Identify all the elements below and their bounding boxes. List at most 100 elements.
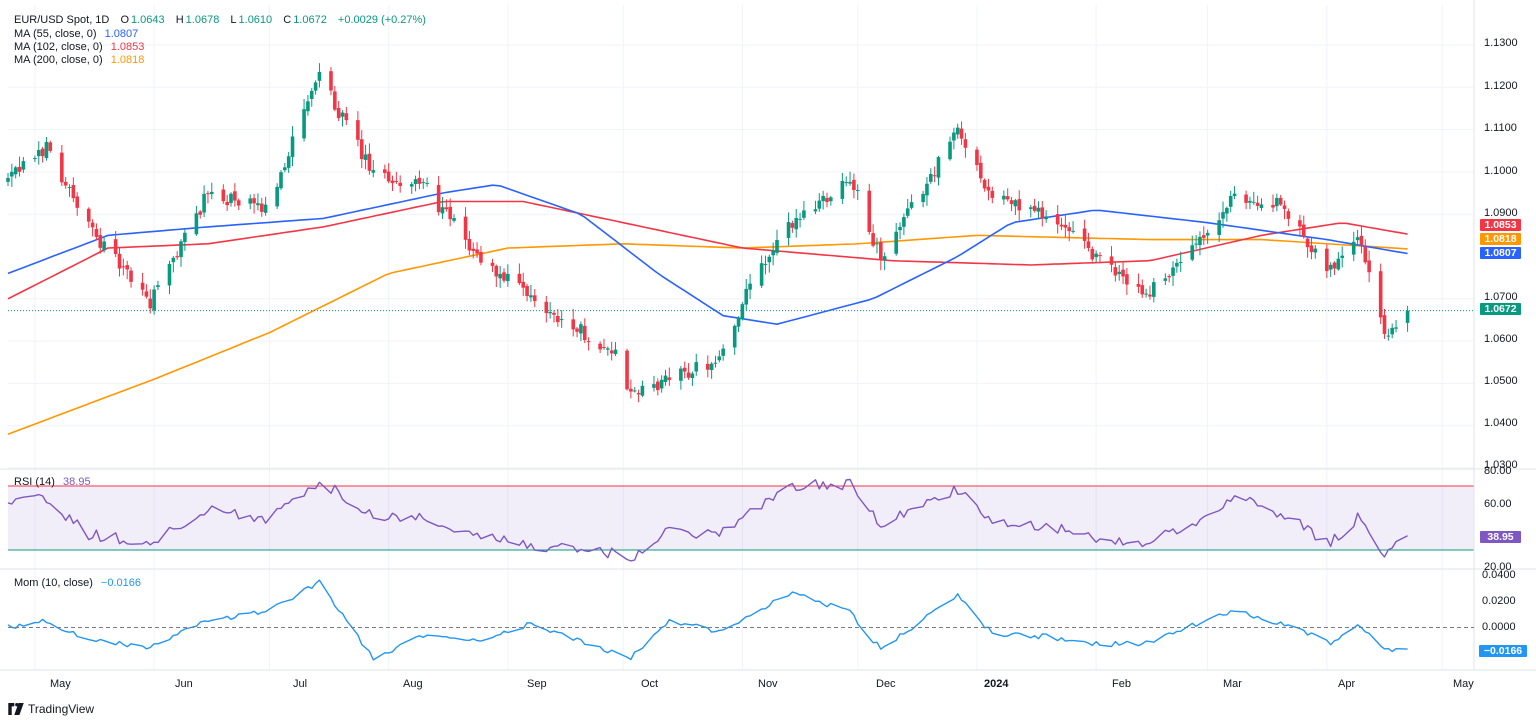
rsi-tick: 20.00 [1484, 561, 1512, 573]
candle-up [1036, 207, 1041, 212]
candle-up [1328, 264, 1333, 270]
candle-up [1175, 262, 1179, 267]
candle-down [1382, 315, 1387, 334]
mom-legend-label: Mom (10, close) [14, 577, 93, 589]
ma200-legend-value: 1.0818 [110, 54, 145, 66]
price-tick: 1.0600 [1484, 333, 1518, 345]
candle-up [844, 182, 849, 184]
candle-up [794, 218, 799, 230]
candle-down [852, 179, 856, 191]
candle-down [1082, 228, 1087, 241]
candle-up [209, 191, 214, 195]
candle-up [813, 209, 818, 212]
ma102-legend[interactable]: MA (102, close, 0) 1.0853 [14, 41, 146, 54]
candle-down [959, 128, 964, 139]
candle-up [767, 256, 772, 263]
mom-legend-value: −0.0166 [100, 577, 141, 589]
candle-up [229, 193, 233, 203]
candle-up [1013, 200, 1018, 207]
indicator-lines [7, 478, 1408, 661]
candle-up [606, 348, 610, 350]
candle-down [602, 346, 606, 348]
candle-down [544, 301, 549, 314]
candle-up [156, 285, 160, 287]
time-tick: May [1453, 678, 1474, 690]
ma55-legend-label: MA (55, close, 0) [14, 28, 97, 40]
candle-down [336, 108, 341, 119]
candle-down [63, 181, 68, 186]
candle-up [6, 177, 10, 182]
candle-down [98, 235, 103, 248]
candle-down [552, 312, 556, 315]
high-value: 1.0678 [185, 14, 220, 26]
candle-down [682, 367, 687, 372]
candle-up [1405, 310, 1410, 323]
candle-up [875, 243, 879, 245]
candle-down [394, 180, 399, 182]
candle-down [1067, 227, 1072, 232]
candle-up [740, 304, 745, 320]
candle-down [502, 272, 506, 281]
candle-down [1301, 224, 1306, 237]
candle-down [1305, 238, 1310, 248]
ma200-legend[interactable]: MA (200, close, 0) 1.0818 [14, 54, 146, 67]
candle-up [1144, 293, 1148, 295]
time-tick: Oct [641, 678, 659, 690]
candle-down [963, 139, 968, 148]
candle-down [656, 381, 660, 391]
candle-up [882, 256, 887, 260]
candle-down [17, 166, 22, 172]
candle-down [390, 180, 395, 184]
candle-up [1351, 241, 1356, 255]
candle-up [1225, 207, 1229, 214]
candle-down [1271, 204, 1275, 208]
candle-down [140, 282, 145, 290]
candle-up [1386, 335, 1391, 337]
candle-up [506, 273, 510, 282]
candle-down [1332, 262, 1337, 269]
time-tick: Feb [1112, 678, 1131, 690]
tradingview-brand[interactable]: TradingView [8, 702, 94, 716]
rsi-legend[interactable]: RSI (14) 38.95 [14, 476, 93, 489]
candle-up [256, 203, 260, 206]
symbol-label[interactable]: EUR/USD Spot, 1D [14, 14, 110, 26]
candle-up [317, 72, 322, 81]
candle-up [1336, 258, 1341, 270]
candle-down [48, 142, 53, 151]
candle-up [306, 101, 310, 112]
ma55-price-tag: 1.0807 [1480, 247, 1521, 259]
candle-down [575, 328, 579, 332]
ma200-line [7, 234, 1408, 435]
candle-up [1198, 236, 1202, 246]
candle-down [978, 162, 983, 179]
candle-down [1121, 269, 1125, 277]
candle-up [802, 210, 806, 218]
candle-down [121, 266, 126, 268]
candle-up [798, 218, 802, 220]
candle-up [1275, 197, 1279, 207]
candle-down [517, 273, 522, 284]
candle-up [183, 232, 187, 242]
candle-down [609, 350, 614, 354]
candle-down [629, 388, 633, 392]
tradingview-logo-icon [8, 703, 24, 715]
candle-down [479, 251, 483, 263]
candle-down [417, 177, 422, 184]
candle-up [713, 362, 718, 364]
candle-down [1286, 211, 1291, 219]
candle-up [736, 317, 741, 327]
mom-tick: 0.0000 [1482, 621, 1516, 633]
candle-down [225, 201, 229, 206]
candle-up [690, 373, 695, 379]
candle-down [117, 253, 122, 269]
candle-up [421, 182, 426, 184]
candle-up [709, 363, 714, 371]
candle-down [252, 198, 256, 204]
ma55-legend[interactable]: MA (55, close, 0) 1.0807 [14, 28, 140, 41]
mom-legend[interactable]: Mom (10, close) −0.0166 [14, 577, 143, 590]
candle-down [125, 265, 129, 270]
candle-down [1148, 294, 1152, 297]
candle-down [1032, 205, 1037, 211]
candle-down [113, 239, 118, 254]
